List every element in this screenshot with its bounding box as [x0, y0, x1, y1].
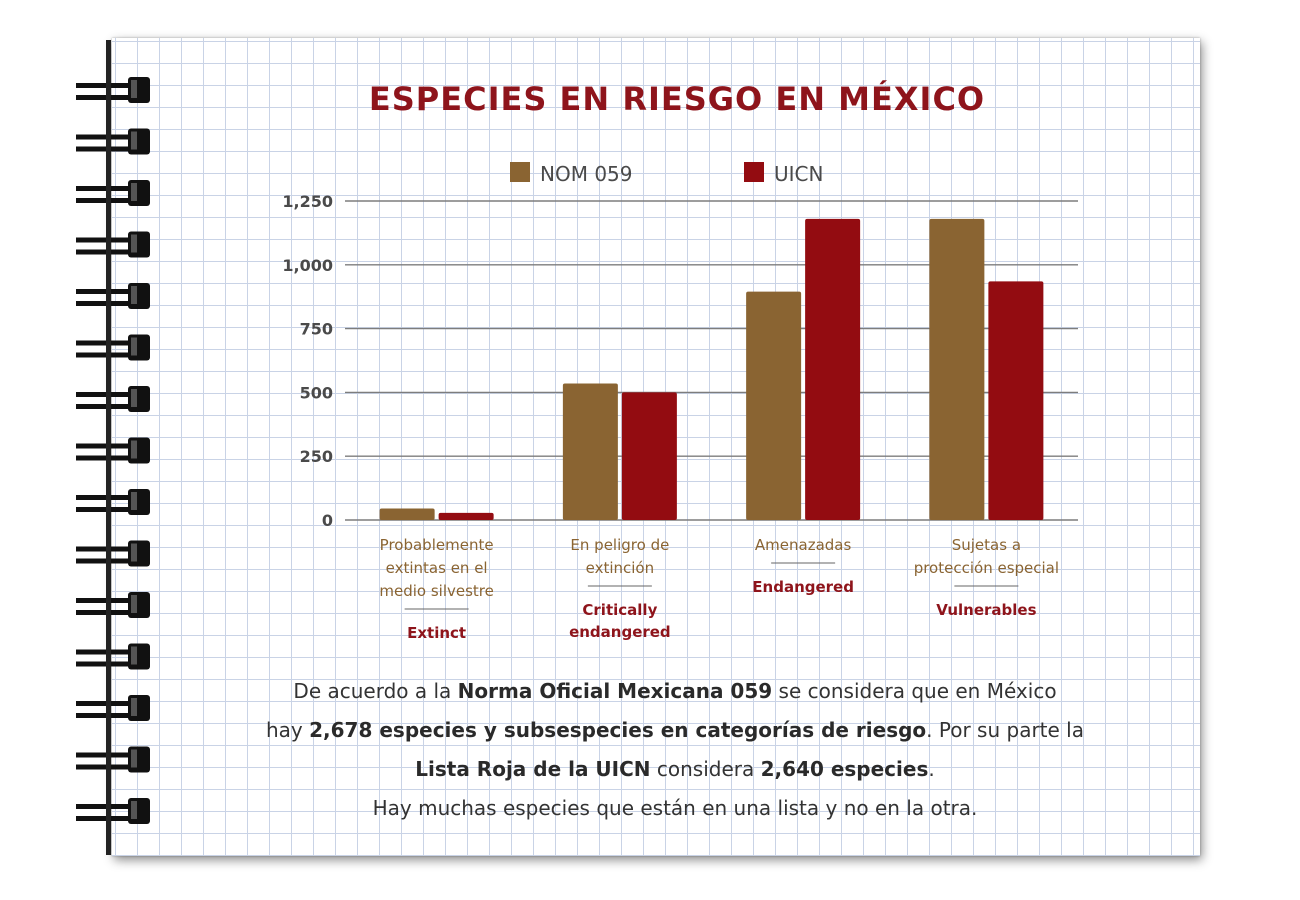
chart-title: ESPECIES EN RIESGO EN MÉXICO	[369, 80, 985, 118]
category-label-en: endangered	[569, 623, 671, 641]
y-tick-label: 750	[300, 320, 333, 339]
y-tick-label: 0	[322, 511, 333, 530]
description-line-4: Hay muchas especies que están en una lis…	[372, 796, 978, 820]
category-label: protección especial	[914, 559, 1059, 577]
bar	[562, 383, 618, 520]
bar	[805, 218, 861, 520]
spiral-binding	[76, 40, 150, 855]
description: De acuerdo a la Norma Oficial Mexicana 0…	[200, 672, 1150, 828]
legend: NOM 059 UICN	[510, 162, 823, 186]
legend-label: NOM 059	[540, 162, 633, 186]
category-label-en: Extinct	[407, 624, 466, 642]
category-label: En peligro de	[570, 536, 669, 554]
y-tick-label: 250	[300, 447, 333, 466]
category-label: Sujetas a	[952, 536, 1021, 554]
y-tick-label: 1,000	[282, 256, 333, 275]
legend-swatch	[510, 162, 530, 182]
bars	[379, 218, 1044, 520]
bar	[621, 392, 677, 520]
category-labels: Probablemente extintas en el medio silvest…	[379, 536, 1059, 642]
category-label: extinción	[586, 559, 655, 577]
category-label: extintas en el	[386, 559, 488, 577]
y-tick-label: 500	[300, 383, 333, 402]
category-label: medio silvestre	[379, 582, 494, 600]
category-label: Probablemente	[380, 536, 494, 554]
bar	[988, 281, 1044, 520]
y-tick-label: 1,250	[282, 192, 333, 211]
category-label-en: Critically	[582, 601, 657, 619]
category-label-en: Endangered	[752, 578, 854, 596]
description-line-1: De acuerdo a la Norma Oficial Mexicana 0…	[293, 679, 1057, 703]
description-line-2: hay 2,678 especies y subsespecies en cat…	[266, 718, 1084, 742]
description-line-3: Lista Roja de la UICN considera 2,640 es…	[415, 757, 935, 781]
bar	[379, 508, 435, 520]
bar	[929, 218, 985, 520]
category-label: Amenazadas	[755, 536, 852, 554]
legend-swatch	[744, 162, 764, 182]
bar	[746, 291, 802, 520]
category-label-en: Vulnerables	[936, 601, 1036, 619]
bar	[438, 512, 494, 520]
legend-label: UICN	[774, 162, 823, 186]
